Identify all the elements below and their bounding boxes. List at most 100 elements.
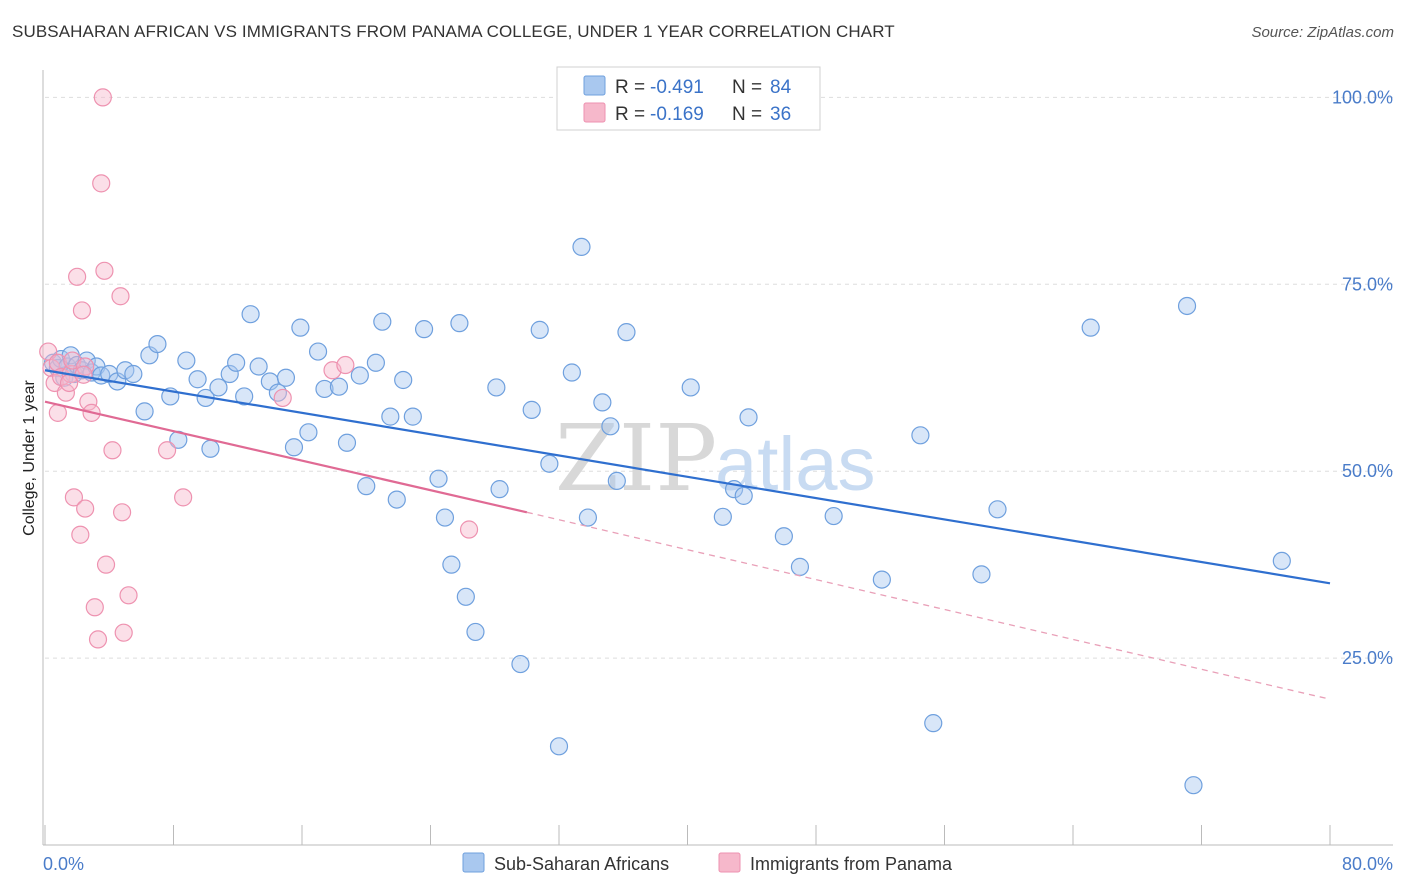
data-point-series-1-20 — [88, 630, 108, 649]
data-point-series-0-57 — [487, 378, 506, 397]
data-point-series-0-45 — [373, 312, 392, 331]
chart-title: SUBSAHARAN AFRICAN VS IMMIGRANTS FROM PA… — [12, 22, 895, 41]
data-point-series-1-12 — [68, 267, 87, 286]
data-point-series-1-25 — [103, 441, 122, 460]
data-point-series-0-59 — [511, 654, 530, 674]
stats-swatch-pink — [583, 102, 606, 123]
data-point-series-1-17 — [79, 392, 98, 411]
data-point-series-0-65 — [572, 237, 591, 257]
data-point-series-1-13 — [71, 525, 90, 544]
x-tick-label-1: 80.0% — [1342, 854, 1393, 874]
data-point-series-0-81 — [924, 714, 943, 733]
data-point-series-0-39 — [315, 379, 334, 399]
data-point-series-0-28 — [227, 353, 246, 372]
data-point-series-0-64 — [562, 363, 581, 382]
stats-swatch-blue — [583, 75, 606, 96]
data-point-series-1-26 — [111, 287, 130, 306]
y-tick-labels: 25.0% 50.0% 75.0% 100.0% — [1332, 87, 1393, 668]
data-point-series-0-17 — [135, 402, 154, 421]
data-point-series-0-53 — [442, 555, 461, 574]
data-point-series-0-78 — [824, 506, 843, 526]
stats-n-value-2: 36 — [770, 104, 791, 125]
data-point-series-0-31 — [249, 357, 268, 376]
data-point-series-0-71 — [681, 378, 700, 397]
y-tick-label-1: 50.0% — [1342, 461, 1393, 481]
data-point-series-1-27 — [112, 503, 132, 522]
data-point-series-0-9 — [77, 351, 96, 370]
data-point-series-0-70 — [617, 323, 636, 342]
data-point-series-0-82 — [972, 565, 991, 584]
stats-n-label-2: N = — [732, 104, 762, 125]
data-point-series-0-38 — [308, 342, 328, 361]
data-point-series-0-54 — [450, 314, 469, 333]
y-tick-label-2: 75.0% — [1342, 274, 1393, 294]
data-point-series-1-30 — [157, 441, 177, 460]
data-point-series-0-27 — [220, 364, 239, 384]
gridlines — [45, 96, 1393, 659]
data-point-series-0-42 — [350, 366, 369, 385]
data-point-series-0-87 — [1272, 551, 1291, 571]
trendline-series-0 — [44, 369, 1331, 585]
data-points — [39, 88, 1291, 795]
data-point-series-0-43 — [357, 477, 376, 496]
data-point-series-0-80 — [911, 426, 930, 445]
data-point-series-0-34 — [276, 368, 296, 387]
trendline-series-1 — [44, 400, 528, 514]
y-axis-label: College, Under 1 year — [21, 380, 38, 536]
data-point-series-1-21 — [92, 174, 111, 193]
data-point-series-1-24 — [93, 88, 112, 107]
data-point-series-0-33 — [268, 383, 288, 402]
data-point-series-0-68 — [601, 417, 620, 436]
data-point-series-0-40 — [329, 377, 349, 396]
data-point-series-0-37 — [299, 423, 318, 442]
stats-r-value-1: -0.491 — [650, 77, 704, 98]
legend: Sub-Saharan Africans Immigrants from Pan… — [462, 852, 953, 874]
data-point-series-0-74 — [734, 486, 753, 505]
chart-source: Source: ZipAtlas.com — [1251, 24, 1394, 41]
data-point-series-0-55 — [456, 587, 475, 606]
data-point-series-0-69 — [607, 471, 626, 491]
data-point-series-0-60 — [522, 400, 541, 419]
data-point-series-0-52 — [435, 508, 455, 527]
data-point-series-1-11 — [64, 488, 84, 507]
series-0-points — [43, 237, 1291, 795]
data-point-series-0-25 — [201, 439, 220, 458]
stats-n-label-1: N = — [732, 77, 762, 98]
data-point-series-0-61 — [530, 320, 549, 339]
stats-box: R = -0.491 N = 84 R = -0.169 N = 36 — [556, 66, 821, 131]
data-point-series-0-41 — [337, 433, 357, 452]
y-tick-label-3: 100.0% — [1332, 87, 1393, 107]
data-point-series-1-19 — [85, 598, 104, 617]
data-point-series-0-29 — [235, 387, 254, 406]
stats-r-label-1: R = — [615, 77, 645, 98]
data-point-series-0-72 — [713, 507, 732, 526]
y-tick-label-0: 25.0% — [1342, 648, 1393, 668]
data-point-series-0-26 — [209, 378, 228, 397]
data-point-series-1-31 — [174, 488, 193, 507]
data-point-series-0-49 — [403, 407, 422, 426]
data-point-series-0-86 — [1184, 776, 1203, 795]
data-point-series-1-32 — [273, 388, 292, 408]
data-point-series-1-16 — [76, 499, 95, 518]
data-point-series-1-35 — [459, 520, 479, 539]
data-point-series-0-19 — [148, 334, 167, 354]
data-point-series-0-23 — [188, 370, 207, 389]
data-point-series-0-66 — [578, 508, 598, 527]
data-point-series-0-46 — [381, 407, 400, 426]
x-tick-label-0: 0.0% — [43, 854, 84, 874]
data-point-series-0-16 — [124, 364, 143, 384]
data-point-series-1-34 — [336, 355, 355, 375]
data-point-series-1-28 — [114, 623, 133, 642]
data-point-series-1-5 — [56, 383, 75, 402]
data-point-series-0-35 — [284, 438, 304, 457]
data-point-series-0-85 — [1177, 296, 1197, 316]
data-point-series-0-56 — [466, 622, 485, 642]
data-point-series-0-77 — [790, 557, 810, 576]
data-point-series-1-29 — [119, 586, 138, 605]
data-point-series-0-83 — [988, 500, 1007, 519]
stats-r-value-2: -0.169 — [650, 104, 704, 125]
data-point-series-0-50 — [414, 320, 434, 339]
data-point-series-0-58 — [490, 480, 509, 499]
legend-swatch-sub-saharan — [462, 852, 485, 873]
